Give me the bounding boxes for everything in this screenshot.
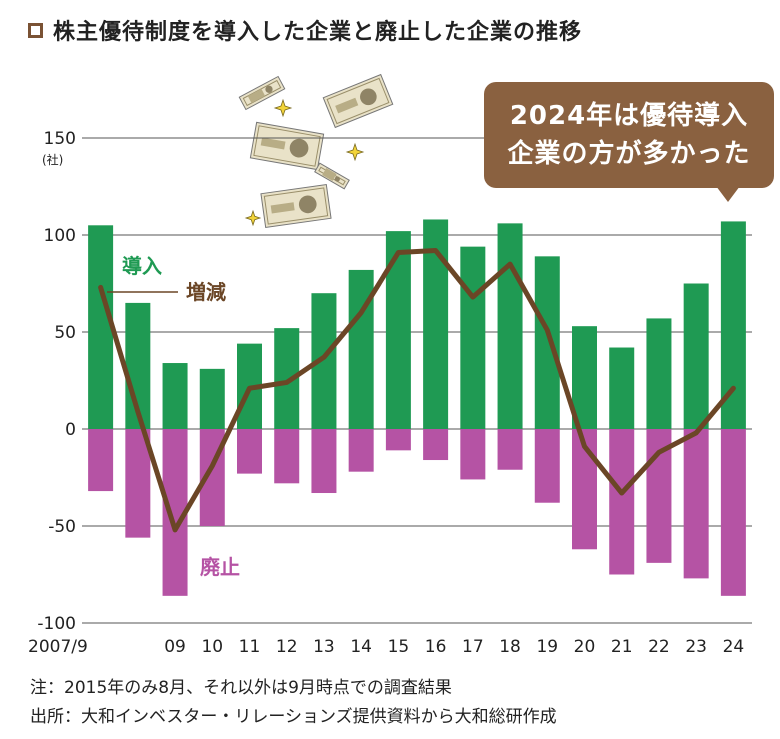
y-tick-label: 150 — [44, 129, 76, 149]
bar — [683, 429, 709, 579]
y-unit-label: (社) — [42, 152, 63, 167]
banknote-icon — [249, 121, 325, 171]
bar — [423, 429, 449, 461]
y-tick-label: -100 — [37, 614, 76, 634]
bar — [460, 429, 486, 480]
bar — [460, 246, 486, 429]
bar — [720, 429, 746, 596]
bar — [534, 429, 560, 503]
banknote-icon — [314, 162, 350, 190]
bar — [88, 429, 114, 492]
x-tick-label: 11 — [239, 637, 261, 657]
callout-tail — [716, 186, 740, 202]
bar — [683, 283, 709, 429]
footnote: 注：2015年のみ8月、それ以外は9月時点での調査結果 — [30, 678, 452, 698]
callout-line-1: 2024年は優待導入 — [509, 101, 749, 131]
y-tick-label: 0 — [65, 420, 76, 440]
y-tick-label: 50 — [54, 323, 76, 343]
x-tick-label: 09 — [164, 637, 186, 657]
x-tick-label: 12 — [276, 637, 298, 657]
x-tick-label: 13 — [313, 637, 335, 657]
x-tick-label: 21 — [611, 637, 633, 657]
x-tick-label: 17 — [462, 637, 484, 657]
chart-title: 株主優待制度を導入した企業と廃止した企業の推移 — [53, 20, 583, 45]
bar — [199, 368, 225, 429]
x-tick-label: 10 — [201, 637, 223, 657]
x-tick-label: 14 — [350, 637, 372, 657]
x-tick-label: 2007/9 — [28, 637, 88, 657]
x-tick-label: 23 — [685, 637, 707, 657]
banknote-icon — [322, 73, 394, 129]
x-tick-label: 16 — [425, 637, 447, 657]
bar — [609, 429, 635, 575]
x-tick-label: 24 — [723, 637, 745, 657]
bar — [311, 429, 337, 494]
sparkle-icon — [244, 209, 262, 227]
sparkle-icon — [273, 98, 293, 118]
sparkle-icon — [345, 142, 365, 162]
bar — [348, 429, 374, 472]
callout-line-2: 企業の方が多かった — [507, 139, 751, 169]
bar — [572, 326, 597, 429]
banknote-icon — [260, 184, 332, 228]
y-tick-label: -50 — [48, 517, 76, 537]
x-tick-label: 18 — [499, 637, 521, 657]
bar — [497, 429, 523, 470]
bar — [534, 256, 560, 429]
x-tick-label: 22 — [648, 637, 670, 657]
bar — [385, 231, 411, 429]
source-note: 出所：大和インベスター・リレーションズ提供資料から大和総研作成 — [30, 707, 557, 727]
x-tick-label: 19 — [536, 637, 558, 657]
x-tick-label: 15 — [388, 637, 410, 657]
legend-net-label: 増減 — [186, 280, 226, 304]
title-square-icon — [28, 22, 43, 38]
bar — [88, 225, 114, 429]
chart-title-row: 株主優待制度を導入した企業と廃止した企業の推移 — [28, 14, 582, 46]
callout-box: 2024年は優待導入 企業の方が多かった — [484, 82, 774, 188]
bar — [274, 429, 300, 484]
bar — [646, 318, 672, 429]
y-tick-label: 100 — [44, 226, 76, 246]
bar — [497, 223, 523, 429]
banknotes-decoration — [238, 73, 394, 228]
banknote-icon — [238, 75, 286, 111]
x-tick-label: 20 — [574, 637, 596, 657]
legend-inflow-label: 導入 — [122, 254, 162, 278]
bar — [125, 429, 151, 538]
bar — [609, 347, 635, 429]
legend-outflow-label: 廃止 — [200, 555, 240, 579]
bar — [162, 363, 188, 429]
bar — [237, 429, 262, 474]
bar — [385, 429, 411, 451]
net-change-line — [98, 248, 736, 533]
